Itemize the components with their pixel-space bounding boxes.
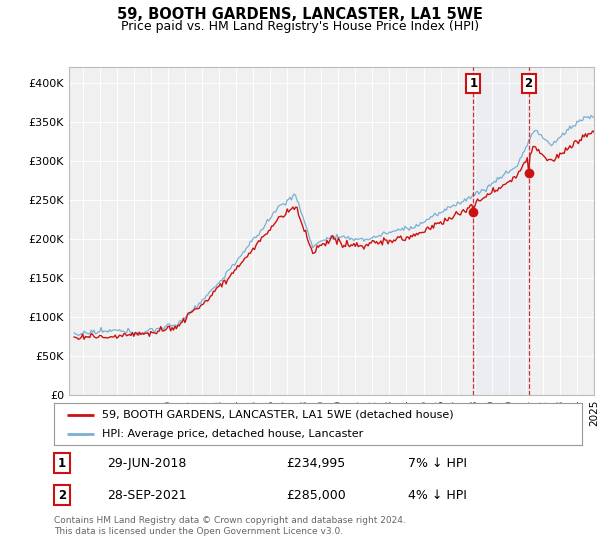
- Text: 1: 1: [469, 77, 478, 90]
- Bar: [473, 67, 529, 395]
- Text: 4% ↓ HPI: 4% ↓ HPI: [408, 489, 467, 502]
- Text: £285,000: £285,000: [286, 489, 346, 502]
- Text: Contains HM Land Registry data © Crown copyright and database right 2024.
This d: Contains HM Land Registry data © Crown c…: [54, 516, 406, 536]
- Text: Price paid vs. HM Land Registry's House Price Index (HPI): Price paid vs. HM Land Registry's House …: [121, 20, 479, 32]
- Text: 59, BOOTH GARDENS, LANCASTER, LA1 5WE: 59, BOOTH GARDENS, LANCASTER, LA1 5WE: [117, 7, 483, 22]
- Text: 28-SEP-2021: 28-SEP-2021: [107, 489, 187, 502]
- Text: 1: 1: [58, 457, 66, 470]
- Text: £234,995: £234,995: [286, 457, 346, 470]
- Text: 29-JUN-2018: 29-JUN-2018: [107, 457, 186, 470]
- Text: 7% ↓ HPI: 7% ↓ HPI: [408, 457, 467, 470]
- Text: 59, BOOTH GARDENS, LANCASTER, LA1 5WE (detached house): 59, BOOTH GARDENS, LANCASTER, LA1 5WE (d…: [101, 409, 453, 419]
- Text: HPI: Average price, detached house, Lancaster: HPI: Average price, detached house, Lanc…: [101, 429, 363, 439]
- Text: 2: 2: [524, 77, 533, 90]
- Text: 2: 2: [58, 489, 66, 502]
